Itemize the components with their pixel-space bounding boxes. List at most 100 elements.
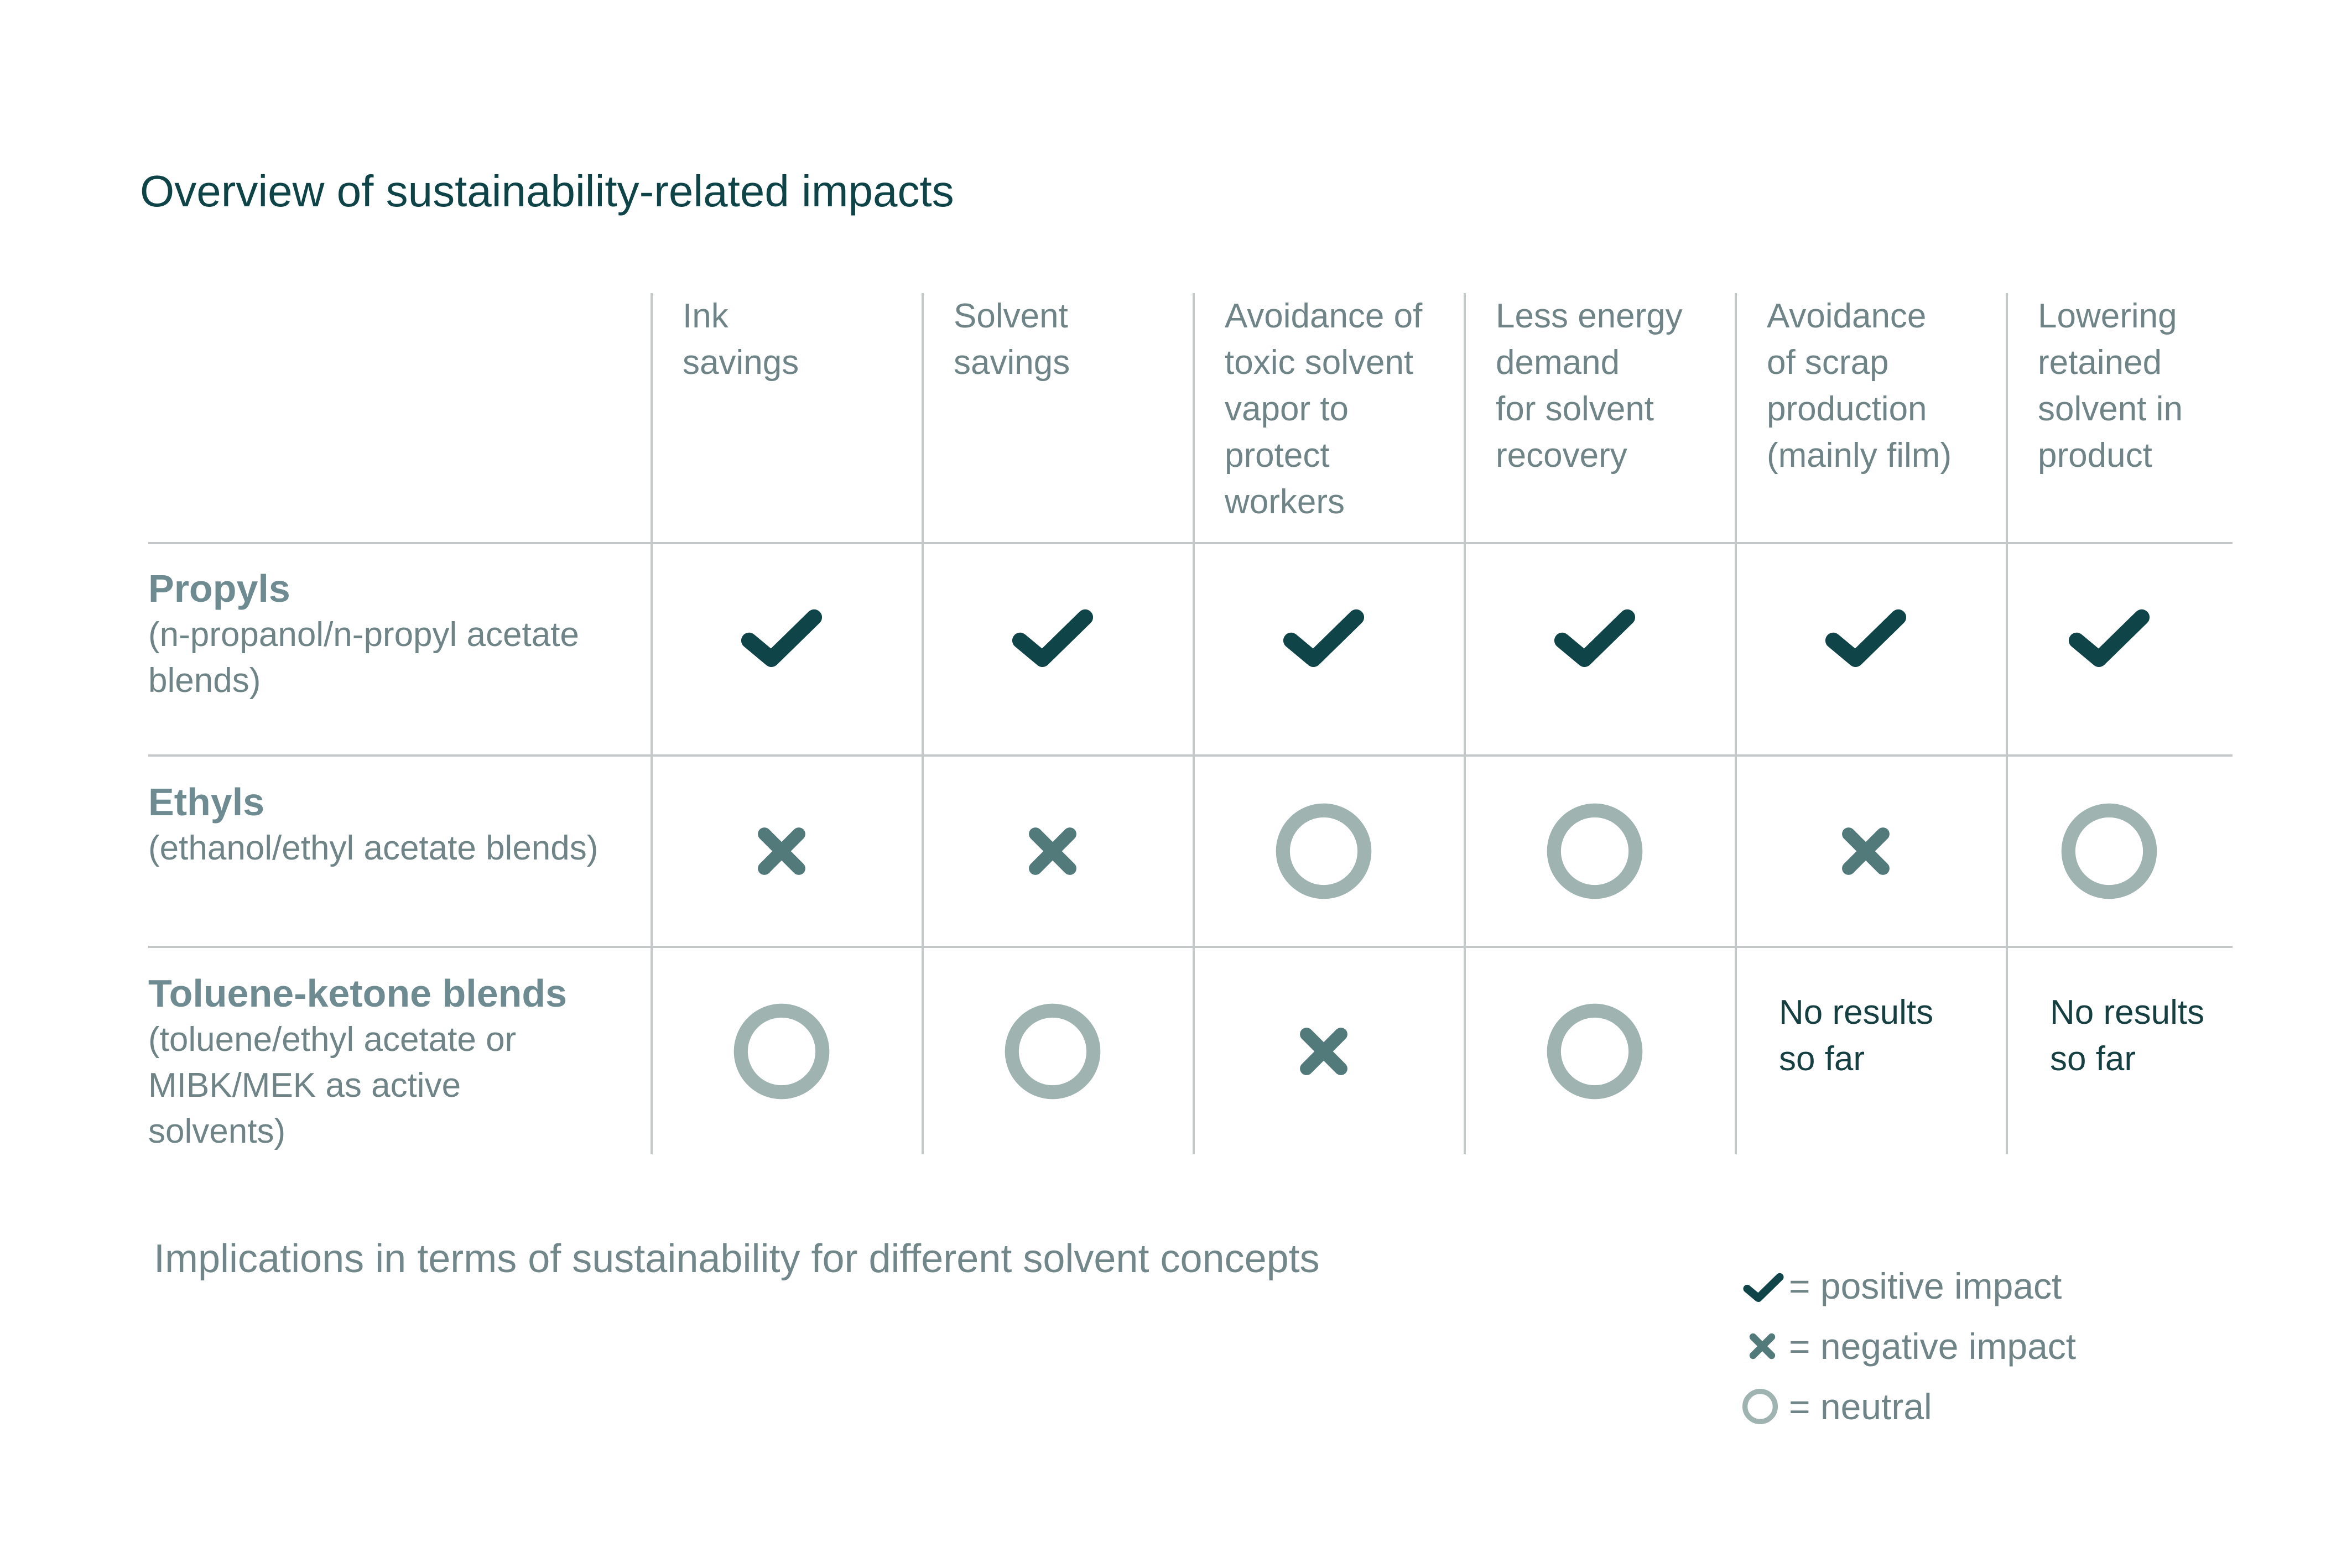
circle-icon [1547,803,1643,899]
row-title: Ethyls [148,780,265,824]
row-header: Propyls (n-propanol/n-propyl acetate blend… [148,542,652,756]
row-header: Ethyls (ethanol/ethyl acetate blends) [148,754,652,947]
x-icon [1842,827,1890,875]
circle-icon [1276,803,1372,899]
column-header-line: vapor to [1225,390,1349,428]
column-header-line: Avoidance [1767,297,1927,335]
column-header-line: retained [2038,343,2162,382]
matrix-cell [651,754,923,947]
check-icon [741,609,823,667]
matrix-cell [1193,542,1465,756]
table-row: Ethyls (ethanol/ethyl acetate blends) [148,754,2233,947]
column-header-line: demand [1496,343,1620,382]
column-header: Avoidance of toxic solvent vapor to protect… [1193,293,1465,543]
row-detail-line: (toluene/ethyl acetate or [148,1020,517,1059]
x-icon [1029,827,1076,875]
row-title: Toluene-ketone blends [148,972,568,1015]
matrix-cell [1464,946,1736,1154]
check-icon [1743,1273,1784,1302]
column-header: Lowering retained solvent in product [2006,293,2233,543]
check-icon [2068,609,2150,667]
column-header-line: solvent in [2038,390,2183,428]
x-icon [1740,1324,1787,1368]
row-detail: (n-propanol/n-propyl acetate blends) [148,612,651,704]
matrix-cell [651,542,923,756]
check-icon [1825,609,1907,667]
legend: = positive impact = negative impact = ne… [1740,1256,2076,1436]
circle-icon [733,1003,830,1099]
column-header-line: Lowering [2038,297,2177,335]
column-header-line: production [1767,390,1927,428]
x-icon [1300,1027,1347,1075]
column-header-line: for solvent [1496,390,1654,428]
legend-label: = neutral [1789,1385,1932,1427]
circle-icon [1547,1003,1643,1099]
matrix-cell [1464,754,1736,947]
matrix-cell [922,946,1194,1154]
header-row: Ink savings Solvent savings Avoidance of to… [148,293,2233,543]
column-header-line: toxic solvent [1225,343,1414,382]
column-header-line: Ink [683,297,729,335]
check-icon [1554,609,1636,667]
check-icon [1740,1263,1787,1309]
no-results-line: No results [1779,993,1934,1032]
column-header: Avoidance of scrap production (mainly film) [1735,293,2007,543]
row-title: Propyls [148,567,290,610]
row-detail-line: (n-propanol/n-propyl acetate [148,616,579,654]
column-header-line: (mainly film) [1767,436,1952,475]
column-header: Less energy demand for solvent recovery [1464,293,1736,543]
matrix-cell [651,946,923,1154]
matrix-cell [2006,754,2233,947]
figure-title: Overview of sustainability-related impac… [140,166,954,216]
column-header-line: savings [683,343,799,382]
matrix-cell [2006,542,2233,756]
matrix-cell [1193,946,1465,1154]
corner-cell [148,293,652,543]
row-detail-line: MIBK/MEK as active [148,1066,461,1105]
column-header-line: Less energy [1496,297,1683,335]
column-header-line: protect [1225,436,1330,475]
row-detail: (toluene/ethyl acetate or MIBK/MEK as act… [148,1017,651,1154]
legend-item-positive: = positive impact [1740,1256,2076,1316]
column-header-line: product [2038,436,2152,475]
column-header-line: recovery [1496,436,1627,475]
no-results-line: so far [1779,1039,1865,1078]
row-detail-line: (ethanol/ethyl acetate blends) [148,829,599,867]
impact-matrix: Ink savings Solvent savings Avoidance of to… [148,293,2233,1154]
legend-item-negative: = negative impact [1740,1316,2076,1376]
no-results-text: No results so far [2008,989,2233,1082]
matrix-cell [1193,754,1465,947]
matrix-cell: No results so far [1735,946,2007,1154]
column-header-line: savings [954,343,1070,382]
x-icon [758,827,805,875]
row-detail-line: solvents) [148,1112,286,1150]
matrix-cell: No results so far [2006,946,2233,1154]
no-results-line: so far [2050,1039,2136,1078]
no-results-text: No results so far [1737,989,2006,1082]
matrix-cell [1735,754,2007,947]
row-detail-line: blends) [148,661,261,700]
circle-icon [1742,1388,1778,1424]
table-row: Toluene-ketone blends (toluene/ethyl acet… [148,946,2233,1154]
row-detail: (ethanol/ethyl acetate blends) [148,825,651,871]
legend-item-neutral: = neutral [1740,1376,2076,1436]
column-header-line: Avoidance of [1225,297,1423,335]
column-header: Ink savings [651,293,923,543]
legend-label: = positive impact [1789,1265,2062,1306]
column-header-line: Solvent [954,297,1068,335]
circle-icon [1005,1003,1101,1099]
circle-icon [2061,803,2157,899]
matrix-cell [1464,542,1736,756]
check-icon [1283,609,1365,667]
column-header-line: workers [1225,483,1345,521]
table-row: Propyls (n-propanol/n-propyl acetate blend… [148,542,2233,756]
column-header: Solvent savings [922,293,1194,543]
x-icon [1749,1333,1776,1359]
column-header-line: of scrap [1767,343,1889,382]
circle-icon [1740,1387,1787,1426]
matrix-cell [1735,542,2007,756]
no-results-line: No results [2050,993,2205,1032]
figure-caption: Implications in terms of sustainability … [154,1237,1320,1281]
matrix-cell [922,542,1194,756]
check-icon [1012,609,1094,667]
